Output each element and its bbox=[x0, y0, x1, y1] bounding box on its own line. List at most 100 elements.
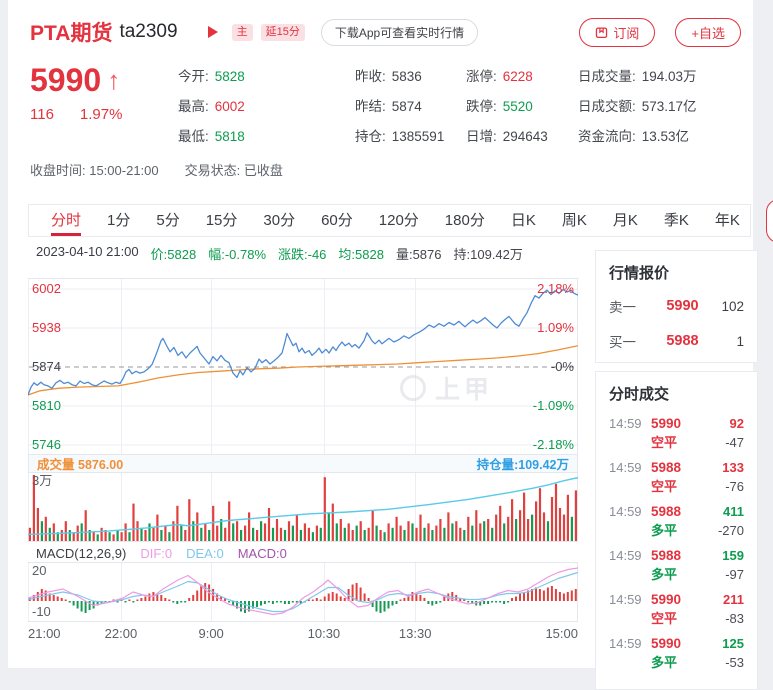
macd-histogram-bar bbox=[307, 599, 310, 601]
volume-bar bbox=[84, 510, 87, 541]
tab-5分[interactable]: 5分 bbox=[156, 212, 180, 229]
macd-histogram-bar bbox=[36, 592, 39, 601]
stat-cell: 最高: 6002 bbox=[178, 99, 245, 114]
volume-bar bbox=[236, 521, 239, 541]
tab-周K[interactable]: 周K bbox=[561, 212, 587, 229]
tab-30分[interactable]: 30分 bbox=[263, 212, 296, 229]
volume-bar bbox=[164, 525, 167, 541]
header-buttons: 订阅 +自选 bbox=[579, 17, 741, 47]
volume-bar bbox=[371, 510, 374, 541]
volume-bar bbox=[570, 516, 573, 541]
macd-histogram-bar bbox=[507, 601, 510, 603]
download-app-pill[interactable]: 下载App可查看实时行情 bbox=[320, 18, 479, 46]
chart-info-segment: 均:5828 bbox=[338, 247, 384, 262]
trades-panel-title: 分时成交 bbox=[609, 386, 670, 403]
avg-line bbox=[28, 345, 578, 396]
macd-chart[interactable]: 20 -10 bbox=[28, 562, 578, 622]
macd-value-label: MACD:0 bbox=[237, 545, 287, 561]
y-axis-pct-label: 2.18% bbox=[537, 281, 574, 296]
y-axis-price-label: 5874 bbox=[32, 359, 61, 374]
chart-info-segment: 幅:-0.78% bbox=[208, 247, 267, 262]
macd-histogram-bar bbox=[315, 598, 318, 601]
macd-histogram-bar bbox=[128, 599, 131, 601]
subscribe-button[interactable]: 订阅 bbox=[579, 17, 656, 47]
chart-info-line: 2023-04-10 21:00 价:5828 幅:-0.78% 涨跌:-46 均:5… bbox=[36, 244, 523, 263]
volume-bar bbox=[176, 505, 179, 541]
volume-bar bbox=[519, 510, 522, 541]
stat-cell: 日成交量: 194.03万 bbox=[578, 69, 697, 84]
tab-月K[interactable]: 月K bbox=[612, 212, 638, 229]
open-interest-line bbox=[28, 476, 578, 536]
add-favorite-button[interactable]: +自选 bbox=[675, 17, 741, 47]
macd-histogram-bar bbox=[574, 589, 577, 601]
macd-histogram-bar bbox=[367, 598, 370, 601]
macd-histogram-bar bbox=[570, 590, 573, 601]
macd-histogram-bar bbox=[331, 592, 334, 601]
tab-日K[interactable]: 日K bbox=[510, 212, 536, 229]
draw-line-button[interactable]: 画线 bbox=[765, 198, 773, 243]
chart-info-segment: 量:5876 bbox=[395, 247, 442, 262]
volume-bar bbox=[283, 530, 287, 541]
volume-bar bbox=[112, 534, 115, 541]
volume-bar bbox=[391, 527, 394, 541]
macd-histogram-bar bbox=[535, 587, 537, 601]
volume-bar bbox=[68, 530, 71, 541]
volume-bar bbox=[411, 523, 414, 541]
macd-histogram-bar bbox=[188, 598, 191, 601]
macd-histogram-bar bbox=[148, 593, 151, 601]
volume-bar bbox=[44, 516, 47, 541]
macd-histogram-bar bbox=[204, 583, 207, 601]
macd-histogram-bar bbox=[495, 601, 498, 603]
macd-histogram-bar bbox=[267, 601, 270, 603]
volume-bar bbox=[248, 512, 251, 541]
volume-bar bbox=[443, 527, 446, 541]
tab-60分[interactable]: 60分 bbox=[321, 212, 353, 229]
y-axis-pct-label: -0% bbox=[550, 359, 574, 374]
play-icon[interactable] bbox=[207, 26, 218, 38]
tab-1分[interactable]: 1分 bbox=[107, 212, 131, 229]
volume-bar bbox=[295, 514, 298, 541]
sidebar: 行情报价 卖一 5990 102 买一 5988 1 分时成交 14:59 5990 92 空平… bbox=[595, 250, 758, 690]
tab-180分[interactable]: 180分 bbox=[444, 212, 485, 229]
volume-bar bbox=[327, 512, 330, 541]
volume-bar bbox=[463, 530, 466, 541]
macd-histogram-bar bbox=[271, 601, 274, 604]
volume-bar bbox=[455, 521, 458, 541]
macd-histogram-bar bbox=[92, 601, 95, 609]
trade-entry: 14:59 5988 411 多平 -270 bbox=[609, 504, 744, 538]
stat-cell: 日增: 294643 bbox=[466, 129, 548, 144]
volume-bar bbox=[395, 516, 398, 541]
price-chart[interactable]: 上甲 6002 2.18% 5938 1.09% 5874 -0% 5810 -1.09% 57… bbox=[28, 278, 578, 455]
chart-info-segment: 价:5828 bbox=[150, 247, 197, 262]
volume-bar bbox=[447, 512, 450, 541]
price-line bbox=[28, 288, 578, 396]
tab-分时[interactable]: 分时 bbox=[51, 205, 82, 236]
macd-histogram-bar bbox=[550, 586, 553, 601]
tab-15分[interactable]: 15分 bbox=[205, 212, 238, 229]
macd-histogram-bar bbox=[311, 599, 314, 601]
volume-bar bbox=[451, 523, 454, 541]
macd-histogram-bar bbox=[228, 601, 231, 603]
tab-年K[interactable]: 年K bbox=[714, 212, 740, 229]
macd-histogram-bar bbox=[519, 593, 521, 601]
tab-120分[interactable]: 120分 bbox=[378, 212, 419, 229]
stat-cell: 跌停: 5520 bbox=[466, 99, 533, 114]
macd-histogram-bar bbox=[295, 601, 298, 603]
macd-histogram-bar bbox=[180, 601, 183, 603]
tab-季K[interactable]: 季K bbox=[663, 212, 689, 229]
y-axis-pct-label: -2.18% bbox=[532, 437, 574, 452]
macd-histogram-bar bbox=[236, 601, 238, 609]
macd-histogram-bar bbox=[379, 601, 382, 613]
trade-entry: 14:59 5990 125 多平 -53 bbox=[609, 636, 744, 670]
macd-histogram-bar bbox=[84, 601, 87, 613]
stat-cell: 持仓: 1385591 bbox=[355, 129, 445, 144]
time-axis-label: 13:30 bbox=[398, 626, 432, 641]
time-axis-label: 10:30 bbox=[307, 626, 341, 641]
volume-bar bbox=[311, 532, 314, 541]
macd-histogram-bar bbox=[515, 596, 517, 601]
trade-rows: 14:59 5990 92 空平 -47 14:59 5988 133 空平 -76 14:59 59… bbox=[609, 414, 744, 672]
volume-chart[interactable]: 3万 bbox=[28, 472, 578, 542]
macd-histogram-bar bbox=[395, 601, 398, 604]
volume-bar bbox=[479, 523, 482, 541]
volume-bar bbox=[359, 521, 362, 541]
